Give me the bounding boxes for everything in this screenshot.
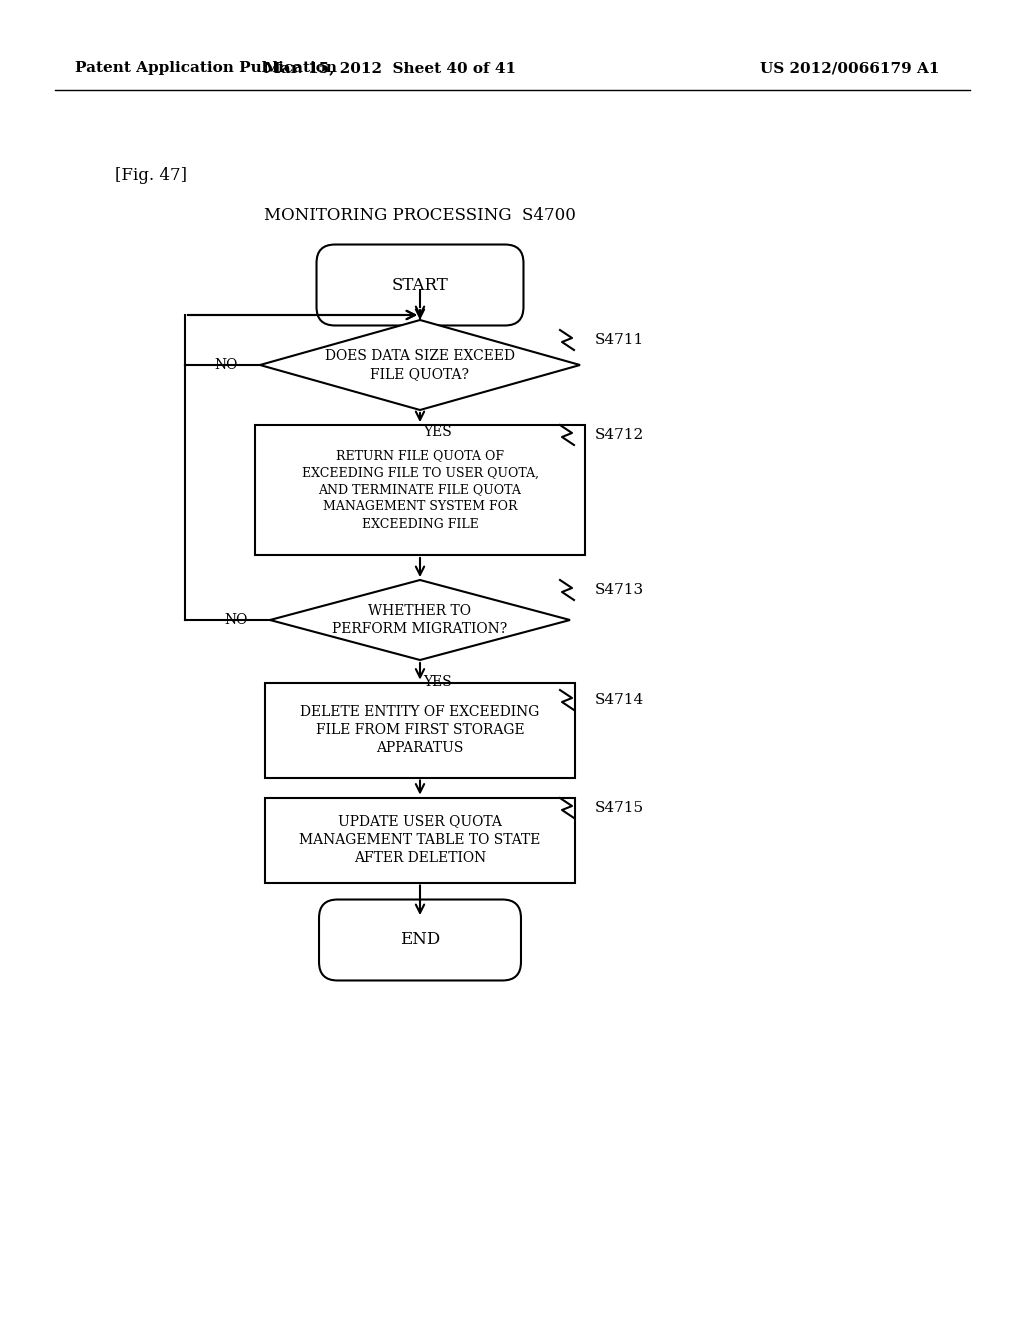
Text: YES: YES (424, 425, 453, 440)
Text: WHETHER TO
PERFORM MIGRATION?: WHETHER TO PERFORM MIGRATION? (333, 603, 508, 636)
Text: Mar. 15, 2012  Sheet 40 of 41: Mar. 15, 2012 Sheet 40 of 41 (264, 61, 516, 75)
Polygon shape (260, 319, 580, 411)
FancyBboxPatch shape (319, 899, 521, 981)
Text: YES: YES (424, 675, 453, 689)
Text: S4711: S4711 (595, 333, 644, 347)
Bar (265, 682, 575, 777)
Text: RETURN FILE QUOTA OF
EXCEEDING FILE TO USER QUOTA,
AND TERMINATE FILE QUOTA
MANA: RETURN FILE QUOTA OF EXCEEDING FILE TO U… (301, 450, 539, 531)
Text: [Fig. 47]: [Fig. 47] (115, 166, 187, 183)
Text: S4714: S4714 (595, 693, 644, 708)
Text: S4713: S4713 (595, 583, 644, 597)
Text: S4712: S4712 (595, 428, 644, 442)
Text: MONITORING PROCESSING  S4700: MONITORING PROCESSING S4700 (264, 206, 575, 223)
Text: END: END (400, 932, 440, 949)
FancyBboxPatch shape (316, 244, 523, 326)
Text: NO: NO (224, 612, 248, 627)
Bar (265, 797, 575, 883)
Text: S4715: S4715 (595, 801, 644, 814)
Text: UPDATE USER QUOTA
MANAGEMENT TABLE TO STATE
AFTER DELETION: UPDATE USER QUOTA MANAGEMENT TABLE TO ST… (299, 814, 541, 866)
Text: START: START (391, 276, 449, 293)
Text: DOES DATA SIZE EXCEED
FILE QUOTA?: DOES DATA SIZE EXCEED FILE QUOTA? (325, 348, 515, 381)
Text: DELETE ENTITY OF EXCEEDING
FILE FROM FIRST STORAGE
APPARATUS: DELETE ENTITY OF EXCEEDING FILE FROM FIR… (300, 705, 540, 755)
Bar (255, 425, 585, 554)
Text: US 2012/0066179 A1: US 2012/0066179 A1 (760, 61, 939, 75)
Polygon shape (270, 579, 570, 660)
Text: NO: NO (215, 358, 238, 372)
Text: Patent Application Publication: Patent Application Publication (75, 61, 337, 75)
